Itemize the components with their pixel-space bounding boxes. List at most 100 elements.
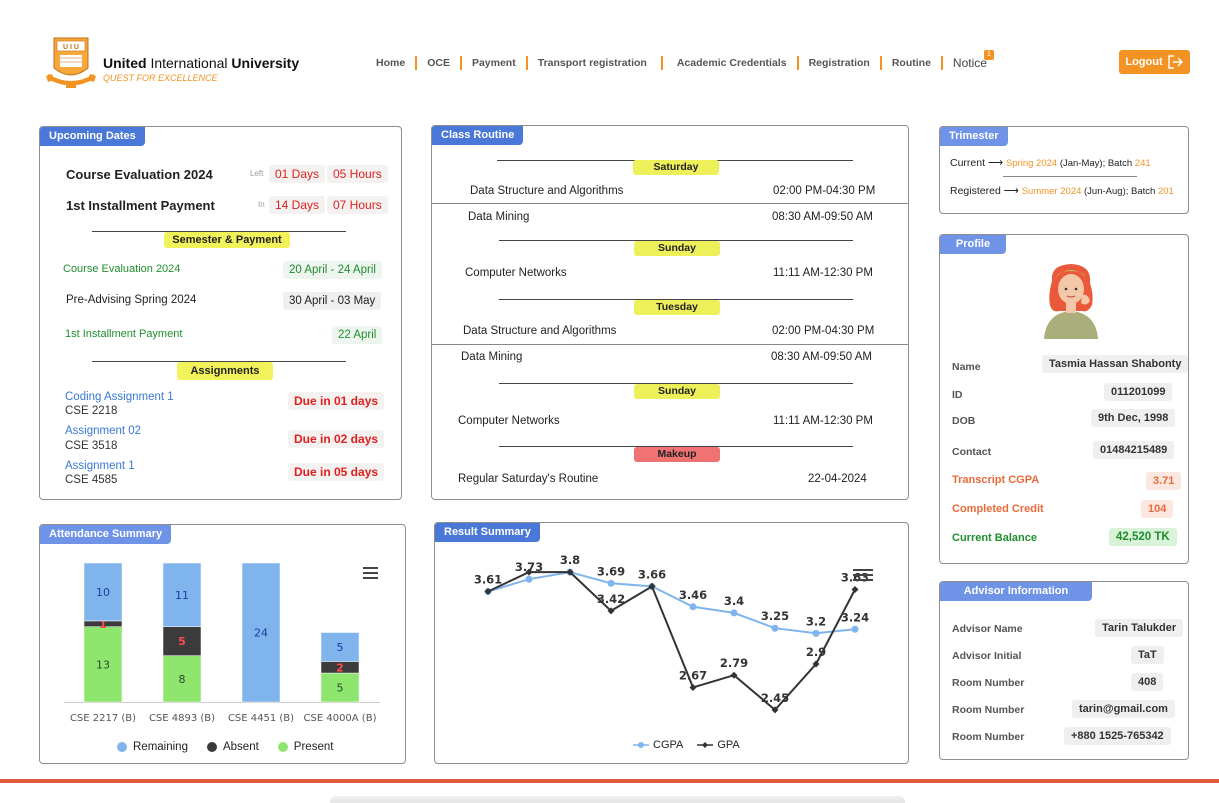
course-evaluation-label: Course Evaluation 2024 <box>66 167 213 182</box>
chart-menu-icon[interactable] <box>853 569 873 581</box>
profile-credit-label: Completed Credit <box>952 503 1044 515</box>
top-nav: Home OCE Payment Transport registration … <box>376 50 994 72</box>
routine-day-sunday: Sunday <box>634 384 720 399</box>
cgpa-point <box>607 579 615 587</box>
routine-class-time: 08:30 AM-09:50 AM <box>772 211 874 223</box>
legend-remaining[interactable]: Remaining <box>117 741 188 753</box>
cgpa-point <box>851 625 859 633</box>
trimester-panel: Trimester Current ⟶ Spring 2024 (Jan-May)… <box>939 126 1189 214</box>
class-routine-panel: Class Routine Saturday Data Structure an… <box>431 125 909 500</box>
cgpa-point <box>689 603 697 611</box>
routine-class-name: Data Mining <box>461 351 523 363</box>
gpa-point <box>771 706 779 714</box>
logout-icon <box>1167 55 1183 69</box>
legend-dot <box>206 742 217 752</box>
cgpa-point <box>525 575 533 583</box>
divider <box>499 383 853 384</box>
profile-credit-value: 104 <box>1141 500 1174 518</box>
cgpa-point <box>771 624 779 632</box>
advisor-room-value: 408 <box>1131 673 1164 691</box>
current-term-range: (Jan-May); Batch <box>1059 158 1135 169</box>
profile-balance-value: 42,520 TK <box>1109 528 1177 546</box>
divider <box>499 240 853 241</box>
x-tick-label: CSE 4451 (B) <box>228 713 294 724</box>
brand-word-international: International <box>146 55 232 71</box>
bar-segment-present <box>83 626 123 703</box>
assignment-name[interactable]: Assignment 1 <box>65 460 135 472</box>
assignment-name[interactable]: Coding Assignment 1 <box>65 391 174 403</box>
legend-gpa-marker <box>697 742 714 748</box>
assignment-name[interactable]: Assignment 02 <box>65 425 142 437</box>
gpa-data-label: 2.67 <box>679 668 707 682</box>
profile-id-label: ID <box>952 389 963 401</box>
bar-data-label: 2 <box>336 661 344 674</box>
nav-separator <box>940 56 943 70</box>
advisor-email-value[interactable]: tarin@gmail.com <box>1072 700 1175 718</box>
bar-segment-absent <box>162 626 202 656</box>
divider <box>499 446 853 447</box>
profile-dob-value: 9th Dec, 1998 <box>1091 409 1176 427</box>
legend-cgpa[interactable]: CGPA <box>633 739 683 751</box>
semester-payment-heading: Semester & Payment <box>164 232 290 248</box>
current-term-value: Spring 2024 <box>1005 158 1058 169</box>
legend-label: Absent <box>222 741 259 753</box>
routine-class-name: Computer Networks <box>465 267 567 279</box>
routine-class-time: 11:11 AM-12:30 PM <box>773 415 873 427</box>
routine-class-time: 11:11 AM-12:30 PM <box>773 267 873 279</box>
notice-count-badge: 1 <box>983 50 994 60</box>
bar-segment-present <box>320 672 360 703</box>
legend-label: GPA <box>717 739 740 751</box>
bar-data-label: 10 <box>96 586 110 599</box>
nav-routine[interactable]: Routine <box>891 57 931 69</box>
cgpa-data-label: 3.25 <box>761 609 789 623</box>
profile-name-value: Tasmia Hassan Shabonty <box>1042 355 1189 373</box>
nav-separator <box>879 56 882 70</box>
gpa-point <box>730 671 738 679</box>
brand-title: United International University <box>103 55 299 71</box>
x-tick-label: CSE 2217 (B) <box>70 713 136 724</box>
registered-term-value: Summer 2024 <box>1021 186 1082 197</box>
result-chart: 3.61 3.73 3.8 3.69 3.66 3.46 3.4 3.25 3.2 3.24 3.4… <box>474 553 869 714</box>
nav-notice[interactable]: Notice 1 <box>953 50 994 70</box>
nav-academic-credentials[interactable]: Academic Credentials <box>676 57 787 69</box>
nav-payment[interactable]: Payment <box>471 57 516 69</box>
legend-label: Present <box>293 741 334 753</box>
chart-menu-icon[interactable] <box>363 567 378 579</box>
profile-name-label: Name <box>952 361 981 373</box>
legend-absent[interactable]: Absent <box>206 741 259 753</box>
advisor-initial-label: Advisor Initial <box>952 650 1022 662</box>
upcoming-dates-panel: Upcoming Dates Course Evaluation 2024 Le… <box>39 126 402 500</box>
nav-home[interactable]: Home <box>376 57 406 69</box>
x-tick-label: CSE 4893 (B) <box>149 713 215 724</box>
gpa-point <box>648 582 656 590</box>
class-routine-title: Class Routine <box>432 126 524 145</box>
attendance-chart: 13 1 10 CSE 2217 (B) 8 5 11 CSE 4893 (B) 24 CSE 4… <box>64 562 380 724</box>
nav-oce[interactable]: OCE <box>427 57 450 69</box>
gpa-point <box>525 568 533 576</box>
routine-class-name: Data Structure and Algorithms <box>463 325 617 337</box>
nav-transport-registration[interactable]: Transport registration <box>537 57 647 69</box>
legend-dot <box>117 742 127 752</box>
result-summary-panel: Result Summary 3.61 3.73 3.8 3.69 3.66 3.46 3.… <box>434 522 909 764</box>
logout-button[interactable]: Logout <box>1119 50 1190 74</box>
cgpa-data-label: 3.24 <box>841 610 869 624</box>
legend-present[interactable]: Present <box>277 741 334 753</box>
assignment-due: Due in 05 days <box>288 463 385 481</box>
routine-day-makeup: Makeup <box>634 447 720 462</box>
bar-data-label: 11 <box>175 589 189 602</box>
svg-text:U I U: U I U <box>63 44 79 51</box>
footer-accent-bar <box>0 779 1219 783</box>
profile-title: Profile <box>940 235 1006 254</box>
gpa-point <box>607 607 615 615</box>
advisor-email-label: Room Number <box>952 704 1025 716</box>
nav-registration[interactable]: Registration <box>808 57 870 69</box>
avatar <box>1036 261 1106 339</box>
divider <box>92 361 346 362</box>
routine-class-time: 02:00 PM-04:30 PM <box>773 185 876 197</box>
cgpa-point <box>812 629 820 637</box>
registered-term-range: (Jun-Aug); Batch <box>1084 186 1158 197</box>
legend-gpa[interactable]: GPA <box>697 739 740 751</box>
result-legend: CGPA GPA <box>633 739 740 751</box>
university-logo[interactable]: U I U <box>42 36 100 90</box>
registered-term-label: Registered <box>950 185 1001 197</box>
